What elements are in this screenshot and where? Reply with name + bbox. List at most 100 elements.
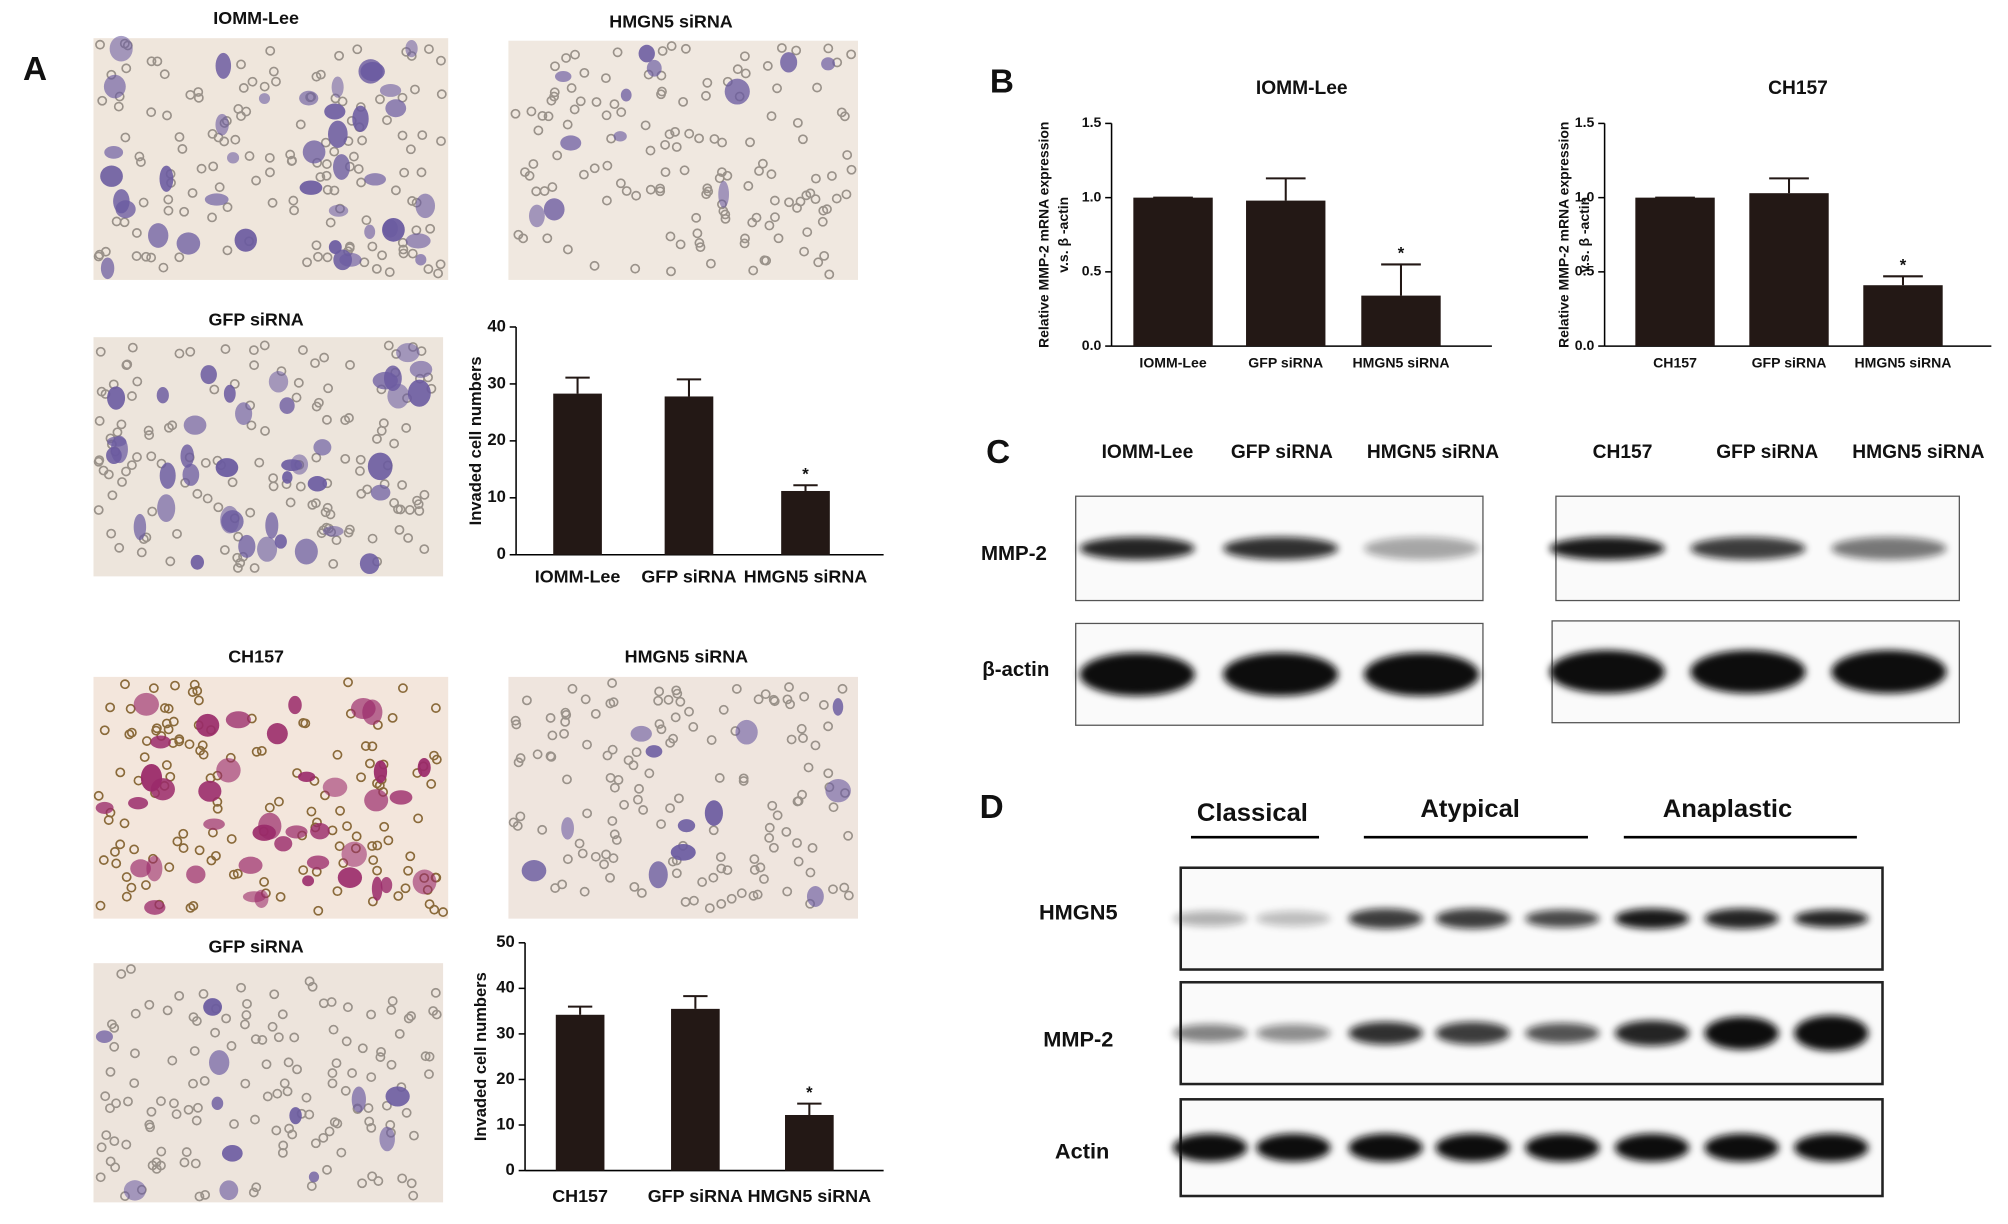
pore: [144, 430, 155, 440]
pore: [608, 853, 619, 864]
pore: [207, 212, 217, 223]
pore: [367, 533, 378, 544]
pore: [528, 159, 539, 169]
pore: [546, 751, 557, 762]
cell: [182, 463, 200, 486]
pore: [307, 499, 318, 510]
pore: [567, 683, 578, 694]
pore: [283, 1057, 294, 1068]
pore: [408, 1190, 419, 1201]
pore: [745, 137, 755, 148]
y-tick-label: 0: [497, 544, 506, 563]
pore: [717, 137, 728, 148]
band: [1173, 1024, 1248, 1043]
pore: [601, 195, 612, 206]
pore: [199, 1075, 210, 1086]
pore: [146, 451, 157, 462]
pore: [152, 56, 163, 67]
pore: [322, 1164, 332, 1175]
pore: [367, 1171, 378, 1182]
cell: [281, 459, 303, 472]
pore: [117, 477, 127, 487]
pore: [702, 183, 713, 194]
cell: [107, 436, 127, 447]
pore: [343, 677, 353, 688]
row-label: MMP-2: [1043, 1027, 1113, 1052]
pore: [371, 263, 382, 274]
pore: [578, 169, 589, 180]
pore: [607, 816, 618, 826]
pore: [277, 1147, 288, 1158]
pore: [307, 981, 318, 992]
cell: [382, 217, 405, 242]
cell: [645, 745, 663, 758]
cell: [285, 825, 308, 839]
band: [1704, 908, 1779, 929]
cell: [364, 173, 386, 186]
pore: [192, 685, 203, 696]
micrograph: [93, 676, 449, 919]
pore: [545, 713, 556, 723]
pore: [407, 196, 418, 206]
pore: [300, 718, 311, 729]
pore: [355, 454, 366, 465]
cell: [130, 859, 151, 878]
band: [1079, 652, 1195, 696]
cell: [223, 384, 236, 403]
pore: [784, 682, 794, 692]
y-tick-label: 20: [487, 430, 506, 449]
pore: [116, 419, 127, 430]
pore: [810, 740, 821, 751]
pore: [144, 1119, 155, 1130]
chart-title: IOMM-Lee: [1256, 78, 1348, 99]
pore: [782, 886, 793, 897]
pore: [194, 1191, 205, 1202]
pore: [561, 53, 571, 63]
pore: [373, 1176, 384, 1186]
pore: [619, 799, 630, 810]
pore: [612, 47, 623, 58]
pore: [684, 128, 695, 139]
pore: [163, 724, 174, 735]
pore: [656, 724, 667, 735]
pore: [430, 987, 441, 998]
pore: [95, 39, 105, 50]
pore: [543, 111, 554, 122]
pore: [715, 852, 726, 862]
pore: [526, 106, 537, 117]
pore: [179, 1157, 190, 1168]
pore: [162, 1005, 173, 1016]
pore: [591, 97, 602, 107]
pore: [345, 360, 355, 370]
y-tick-label: 10: [496, 1114, 515, 1133]
pore: [562, 244, 573, 255]
pore: [269, 989, 280, 1000]
blot: [1075, 622, 1484, 726]
pore: [322, 252, 333, 263]
pore: [398, 683, 408, 694]
band: [1831, 536, 1947, 560]
pore: [823, 768, 834, 779]
pore: [384, 267, 395, 278]
pore: [403, 865, 414, 876]
pore: [792, 796, 803, 807]
x-tick-label: GFP siRNA: [648, 1186, 743, 1206]
pore: [559, 728, 570, 739]
pore: [633, 794, 643, 805]
pore: [609, 829, 620, 840]
pore: [621, 186, 632, 196]
pore: [801, 190, 812, 201]
pore: [267, 1021, 278, 1032]
pore: [367, 741, 378, 752]
pore: [310, 358, 320, 369]
pore: [247, 76, 258, 87]
group-label: Anaplastic: [1663, 795, 1792, 823]
pore: [759, 255, 770, 266]
pore: [183, 1104, 194, 1115]
pore: [192, 488, 203, 499]
pore: [366, 1072, 377, 1082]
cell: [150, 735, 171, 749]
cell: [109, 35, 133, 62]
cell: [409, 360, 433, 378]
row-label: HMGN5: [1039, 899, 1118, 924]
